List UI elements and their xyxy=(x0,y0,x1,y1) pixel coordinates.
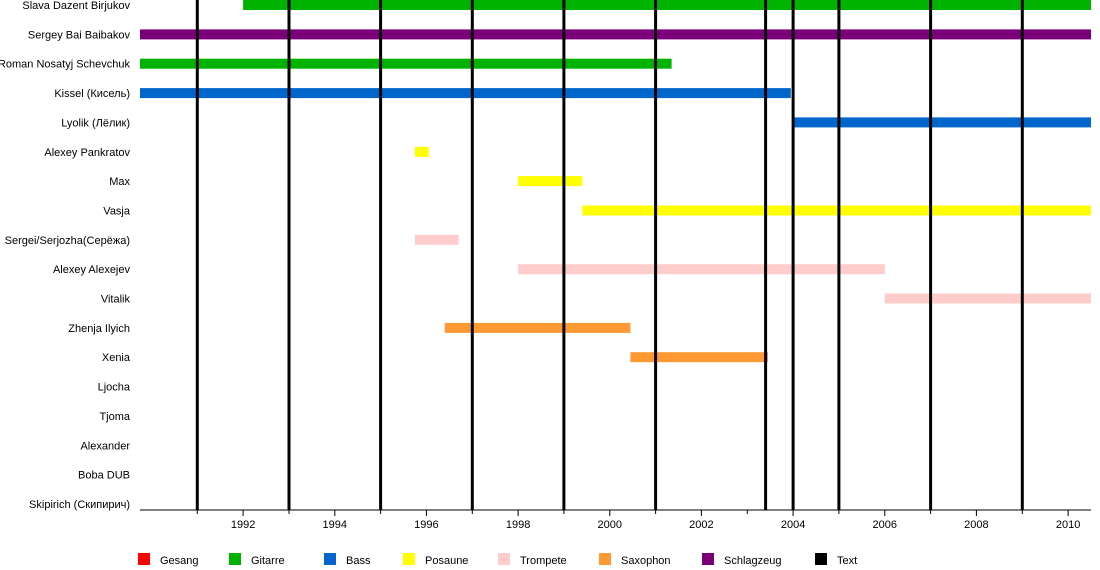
member-label: Skipirich (Скипирич) xyxy=(29,499,130,511)
member-bar xyxy=(518,176,583,187)
x-tick-label: 1996 xyxy=(414,519,438,531)
x-tick-label: 2006 xyxy=(873,519,897,531)
member-label: Ljocha xyxy=(98,382,131,394)
member-label: Boba DUB xyxy=(78,470,130,482)
member-bar xyxy=(444,322,631,333)
member-label: Alexander xyxy=(80,440,130,452)
member-bar xyxy=(243,0,1092,10)
member-bar xyxy=(415,234,459,245)
x-tick-label: 2000 xyxy=(598,519,622,531)
member-label: Lyolik (Лёлик) xyxy=(61,117,130,129)
member-labels-layer: Slava Dazent Birjukov Sergey Bai Baibakov… xyxy=(0,0,131,511)
member-bar xyxy=(140,29,1091,40)
member-bar xyxy=(884,293,1091,304)
member-label: Vitalik xyxy=(101,294,131,306)
bars-layer xyxy=(140,0,1092,363)
legend-swatch xyxy=(702,553,714,565)
legend-swatch xyxy=(599,553,611,565)
member-label: Vasja xyxy=(103,206,131,218)
legend-label: Bass xyxy=(346,555,371,567)
legend-swatch xyxy=(815,553,827,565)
member-label: Alexey Pankratov xyxy=(44,147,130,159)
member-label: Max xyxy=(109,176,130,188)
member-bar xyxy=(518,264,885,275)
legend-label: Gitarre xyxy=(251,555,285,567)
member-bar xyxy=(582,205,1091,216)
x-tick-label: 2008 xyxy=(964,519,988,531)
legend-swatch xyxy=(324,553,336,565)
member-label: Kissel (Кисель) xyxy=(54,88,130,100)
member-label: Slava Dazent Birjukov xyxy=(22,0,130,12)
legend-label: Text xyxy=(837,555,857,567)
member-label: Tjoma xyxy=(99,411,130,423)
x-tick-label: 1998 xyxy=(506,519,530,531)
x-tick-label: 2010 xyxy=(1056,519,1080,531)
member-label: Sergei/Serjozha(Серёжа) xyxy=(5,235,130,247)
x-tick-label: 2002 xyxy=(689,519,713,531)
legend-label: Posaune xyxy=(425,555,468,567)
legend: Gesang Gitarre Bass Posaune Trompete Saxophon… xyxy=(138,553,857,567)
x-tick-label: 1992 xyxy=(231,519,255,531)
x-axis: 1992 1994 1996 1998 2000 2002 2004 2006 2008 2010 xyxy=(140,509,1091,531)
member-label: Sergey Bai Baibakov xyxy=(28,29,131,41)
member-bar xyxy=(630,352,768,363)
x-tick-label: 1994 xyxy=(323,519,347,531)
member-bar xyxy=(793,117,1091,128)
member-label: Zhenja Ilyich xyxy=(68,323,130,335)
member-bar xyxy=(415,146,429,157)
member-label: Roman Nosatyj Schevchuk xyxy=(0,59,130,71)
x-tick-label: 2004 xyxy=(781,519,805,531)
legend-swatch xyxy=(229,553,241,565)
legend-swatch xyxy=(138,553,150,565)
legend-label: Schlagzeug xyxy=(724,555,782,567)
legend-label: Gesang xyxy=(160,555,199,567)
legend-label: Trompete xyxy=(520,555,567,567)
member-label: Xenia xyxy=(102,352,131,364)
member-bar xyxy=(140,58,672,69)
release-lines-layer xyxy=(195,0,1024,510)
legend-swatch xyxy=(498,553,510,565)
legend-swatch xyxy=(403,553,415,565)
member-bar xyxy=(140,88,791,99)
legend-label: Saxophon xyxy=(621,555,671,567)
member-label: Alexey Alexejev xyxy=(53,264,131,276)
